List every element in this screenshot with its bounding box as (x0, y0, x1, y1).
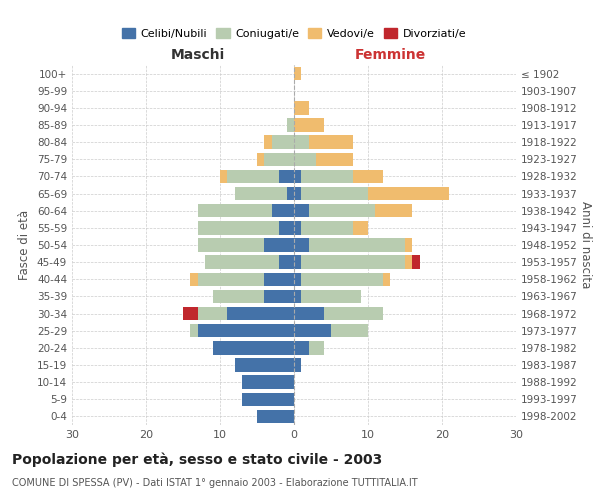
Bar (294, 187, 301, 200)
Bar (316, 152, 353, 166)
Bar (301, 256, 405, 269)
Bar (294, 118, 323, 132)
Bar (265, 290, 294, 303)
Bar (412, 256, 420, 269)
Bar (279, 170, 294, 183)
Bar (198, 221, 279, 234)
Bar (294, 67, 301, 80)
Bar (301, 272, 383, 286)
Bar (405, 238, 412, 252)
Bar (190, 272, 198, 286)
Bar (309, 238, 405, 252)
Bar (242, 392, 294, 406)
Bar (376, 204, 412, 218)
Bar (405, 256, 412, 269)
Bar (294, 341, 309, 354)
Text: Maschi: Maschi (170, 48, 225, 62)
Bar (279, 256, 294, 269)
Bar (353, 170, 383, 183)
Bar (294, 307, 323, 320)
Bar (265, 272, 294, 286)
Bar (190, 324, 198, 338)
Y-axis label: Fasce di età: Fasce di età (19, 210, 31, 280)
Bar (301, 187, 368, 200)
Bar (294, 324, 331, 338)
Bar (294, 152, 316, 166)
Text: Femmine: Femmine (355, 48, 426, 62)
Bar (309, 136, 353, 149)
Bar (242, 376, 294, 389)
Bar (235, 187, 287, 200)
Bar (294, 136, 309, 149)
Bar (353, 221, 368, 234)
Bar (309, 341, 323, 354)
Bar (272, 136, 294, 149)
Bar (294, 272, 301, 286)
Bar (257, 410, 294, 423)
Bar (198, 307, 227, 320)
Bar (265, 136, 272, 149)
Legend: Celibi/Nubili, Coniugati/e, Vedovi/e, Divorziati/e: Celibi/Nubili, Coniugati/e, Vedovi/e, Di… (118, 24, 470, 44)
Text: COMUNE DI SPESSA (PV) - Dati ISTAT 1° gennaio 2003 - Elaborazione TUTTITALIA.IT: COMUNE DI SPESSA (PV) - Dati ISTAT 1° ge… (12, 478, 418, 488)
Bar (227, 307, 294, 320)
Bar (272, 204, 294, 218)
Bar (294, 170, 301, 183)
Bar (212, 341, 294, 354)
Bar (368, 187, 449, 200)
Bar (294, 290, 301, 303)
Bar (198, 272, 265, 286)
Bar (383, 272, 390, 286)
Bar (227, 170, 279, 183)
Text: Popolazione per età, sesso e stato civile - 2003: Popolazione per età, sesso e stato civil… (12, 452, 382, 467)
Bar (198, 324, 294, 338)
Bar (294, 204, 309, 218)
Bar (294, 238, 309, 252)
Bar (198, 204, 272, 218)
Bar (294, 221, 301, 234)
Bar (287, 187, 294, 200)
Bar (205, 256, 279, 269)
Bar (235, 358, 294, 372)
Bar (287, 118, 294, 132)
Bar (265, 238, 294, 252)
Bar (323, 307, 383, 320)
Bar (331, 324, 368, 338)
Bar (301, 290, 361, 303)
Bar (279, 221, 294, 234)
Bar (257, 152, 265, 166)
Bar (294, 358, 301, 372)
Bar (301, 170, 353, 183)
Bar (294, 101, 309, 114)
Bar (220, 170, 227, 183)
Bar (198, 238, 265, 252)
Bar (212, 290, 265, 303)
Bar (294, 256, 301, 269)
Bar (183, 307, 198, 320)
Bar (265, 152, 294, 166)
Bar (301, 221, 353, 234)
Y-axis label: Anni di nascita: Anni di nascita (578, 202, 592, 288)
Bar (309, 204, 376, 218)
